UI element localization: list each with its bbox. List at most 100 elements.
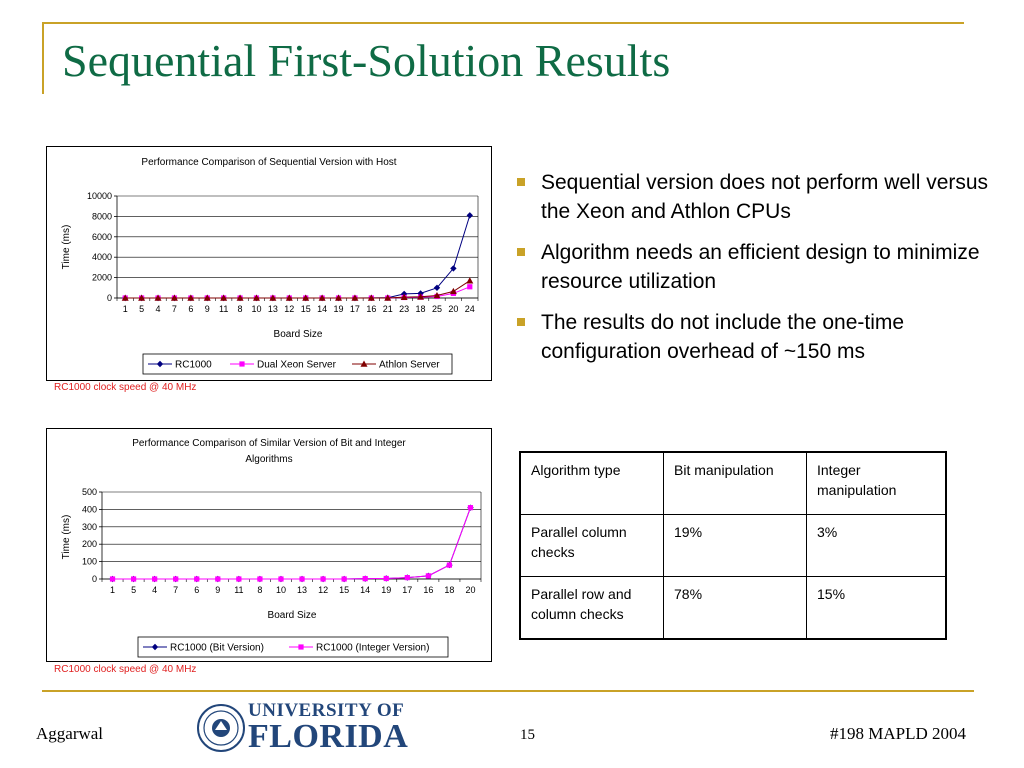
bullet-item: The results do not include the one-time … [515, 308, 1015, 366]
chart2-legend-swatch-marker [151, 643, 159, 651]
chart2-x-tick-label: 12 [318, 585, 328, 595]
table-header-cell: Integer manipulation [806, 451, 947, 515]
chart1-y-tick-label: 8000 [92, 211, 112, 221]
square-bullet-icon [517, 318, 525, 326]
chart2-series-line [112, 507, 471, 580]
chart2-x-tick-label: 5 [131, 585, 136, 595]
chart1-y-tick-label: 4000 [92, 252, 112, 262]
chart2-x-tick-label: 11 [234, 585, 243, 595]
chart1-data-point [433, 284, 441, 291]
chart1-data-point [400, 293, 408, 300]
chart1-data-point [302, 294, 310, 301]
chart1-x-tick-label: 10 [251, 304, 261, 314]
chart2-x-tick-label: 14 [360, 585, 370, 595]
chart2-data-point [109, 576, 116, 582]
chart2-title: Algorithms [245, 454, 292, 465]
chart2-data-point [257, 576, 263, 582]
chart1-x-tick-label: 14 [317, 304, 327, 314]
chart2-legend-swatch-marker [298, 644, 304, 650]
chart2-data-point [215, 576, 221, 582]
chart2-data-point [383, 575, 389, 582]
chart2-data-point [236, 576, 242, 582]
chart1-x-tick-label: 21 [383, 304, 393, 314]
table-header-cell: Bit manipulation [663, 451, 807, 515]
table-header-cell: Algorithm type [519, 451, 664, 515]
chart2-data-point [152, 576, 158, 582]
chart1-series-line [125, 215, 471, 299]
chart2-x-tick-label: 9 [215, 585, 220, 595]
chart1-x-tick-label: 4 [156, 304, 161, 314]
chart-sequential-vs-host-plot: Performance Comparison of Sequential Ver… [61, 157, 479, 375]
university-seal-icon [197, 704, 245, 752]
chart1-x-tick-label: 12 [284, 304, 294, 314]
chart1-x-tick-label: 8 [238, 304, 243, 314]
table-cell: 78% [663, 576, 807, 640]
chart2-x-tick-label: 10 [276, 585, 286, 595]
chart1-data-point [220, 294, 228, 301]
chart1-data-point [138, 294, 146, 301]
chart2-x-tick-label: 15 [339, 585, 349, 595]
chart1-data-point [252, 294, 260, 301]
chart1-data-point [335, 294, 343, 301]
chart1-y-tick-label: 6000 [92, 232, 112, 242]
chart1-legend-swatch-marker [156, 360, 164, 368]
logo-text-line2: FLORIDA [248, 718, 409, 755]
table-cell: 19% [663, 514, 807, 577]
chart1-y-tick-label: 0 [107, 293, 112, 303]
chart2-x-tick-label: 4 [152, 585, 157, 595]
chart2-legend-label: RC1000 (Bit Version) [170, 643, 264, 654]
chart-bit-vs-integer-plot: Performance Comparison of Similar Versio… [61, 438, 482, 658]
bullet-text: The results do not include the one-time … [541, 311, 905, 363]
chart2-data-point [194, 576, 200, 582]
chart1-legend-label: Dual Xeon Server [257, 360, 337, 371]
chart1-data-point [203, 294, 211, 301]
chart1-data-point [170, 294, 178, 301]
chart2-x-tick-label: 13 [297, 585, 307, 595]
bullet-item: Algorithm needs an efficient design to m… [515, 238, 1015, 296]
square-bullet-icon [517, 248, 525, 256]
chart1-x-tick-label: 20 [448, 304, 458, 314]
chart1-data-point [121, 294, 129, 301]
chart2-x-tick-label: 16 [423, 585, 433, 595]
chart1-y-tick-label: 2000 [92, 273, 112, 283]
chart1-x-tick-label: 5 [139, 304, 144, 314]
chart2-x-tick-label: 18 [444, 585, 454, 595]
chart2-y-tick-label: 400 [82, 504, 97, 514]
table-cell: 15% [806, 576, 947, 640]
chart2-x-tick-label: 17 [402, 585, 412, 595]
chart2-y-tick-label: 500 [82, 487, 97, 497]
slide-title: Sequential First-Solution Results [62, 35, 671, 86]
logo-text-line1: UNIVERSITY OF [248, 700, 405, 721]
bullet-text: Algorithm needs an efficient design to m… [541, 241, 980, 293]
chart1-legend-box [142, 353, 453, 375]
chart2-title: Performance Comparison of Similar Versio… [132, 438, 406, 449]
chart2-data-point [320, 576, 326, 582]
chart2-data-point [173, 576, 179, 582]
chart1-x-tick-label: 18 [416, 304, 426, 314]
left-gold-rule [42, 22, 44, 94]
chart2-data-point [362, 576, 368, 582]
chart1-data-point [466, 277, 474, 284]
chart1-x-tick-label: 13 [268, 304, 278, 314]
chart2-data-point [446, 562, 453, 568]
chart2-x-tick-label: 1 [110, 585, 115, 595]
chart1-data-point [384, 294, 392, 301]
university-logo: UNIVERSITY OF FLORIDA [196, 700, 416, 756]
chart2-y-tick-label: 100 [82, 557, 97, 567]
chart1-data-point [467, 284, 473, 290]
chart2-data-point [467, 505, 474, 511]
table-cell: Parallel column checks [519, 514, 664, 577]
chart1-x-tick-label: 25 [432, 304, 442, 314]
chart1-y-axis-label: Time (ms) [61, 225, 72, 270]
chart1-data-point [285, 294, 293, 301]
top-gold-rule [42, 22, 964, 24]
chart2-y-tick-label: 200 [82, 539, 97, 549]
chart1-data-point [154, 294, 162, 301]
footer-page-number: 15 [520, 727, 535, 743]
chart1-x-tick-label: 6 [188, 304, 193, 314]
chart1-data-point [449, 287, 457, 295]
chart1-x-tick-label: 24 [465, 304, 475, 314]
chart1-data-point [367, 294, 375, 301]
chart1-y-tick-label: 10000 [87, 191, 112, 201]
chart1-legend-label: Athlon Server [379, 360, 440, 371]
